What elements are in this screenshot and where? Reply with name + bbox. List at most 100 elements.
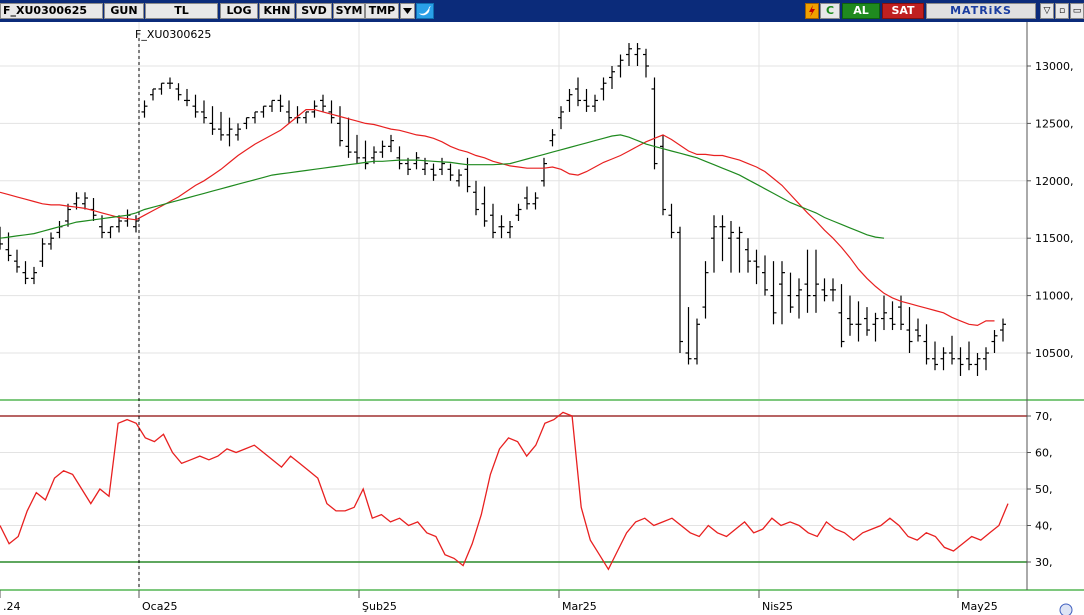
price-bar [337,106,343,147]
price-bar [413,152,420,170]
x-tick-label: May25 [961,600,998,613]
price-bar [82,192,88,210]
price-bar [473,180,479,216]
price-bar [796,278,802,319]
y-tick-label: 10500, [1035,347,1074,360]
price-bar [634,43,641,66]
price-bar [0,226,3,250]
svd-button[interactable]: SVD [296,3,332,19]
price-bar [872,312,879,342]
chart-area[interactable]: F_XU0300625 13000, 12500, 12000, 11500, 11000… [0,22,1084,615]
price-bar [745,238,751,273]
price-bar [235,123,241,141]
maximize-icon[interactable]: ▭ [1070,3,1084,19]
price-bar [753,249,760,285]
price-bar [966,341,972,371]
buy-button[interactable]: AL [842,3,880,19]
price-bar [940,347,947,371]
moving-averages [0,108,995,327]
y-tick-label: 11500, [1035,232,1074,245]
price-bar [651,77,658,170]
x-tick-label: Şub25 [362,600,397,613]
x-tick-label: Oca25 [142,600,177,613]
y-tick-label: 50, [1035,483,1053,496]
price-bar [260,105,267,118]
price-bar [498,215,505,239]
price-bar [668,203,675,239]
sell-button[interactable]: SAT [882,3,924,19]
c-button[interactable]: C [820,3,840,19]
price-bar [345,117,352,158]
minimize-icon[interactable]: ▽ [1040,3,1054,19]
price-bar [685,307,692,365]
oscillator-line [0,411,1009,571]
y-tick-label: 30, [1035,556,1053,569]
price-bar [983,347,989,371]
price-bar [736,226,743,273]
y-tick-label: 60, [1035,447,1053,460]
price-bar [167,77,173,89]
symbol-field[interactable]: F_XU0300625 [0,3,103,19]
price-bar [566,88,573,112]
price-bar [269,99,275,112]
chart-title: F_XU0300625 [135,28,211,41]
price-bar [549,129,556,147]
price-bar [116,215,122,233]
price-bar [643,48,649,78]
y-tick-label: 11000, [1035,290,1074,303]
price-bar [447,163,454,181]
price-bar [456,169,462,187]
price-bar [150,88,156,101]
price-bar [617,54,624,78]
chevron-down-icon[interactable] [400,3,415,19]
price-bar [48,232,54,250]
twitter-icon[interactable] [416,3,434,19]
price-bar [600,77,607,101]
lightning-icon[interactable] [805,3,819,19]
price-bar [906,307,913,353]
price-bar [65,203,71,227]
price-bar [362,140,369,170]
price-bar [328,100,335,124]
tmp-button[interactable]: TMP [365,3,399,19]
price-bar [354,134,360,164]
price-bar [592,94,598,112]
restore-icon[interactable]: ▫ [1055,3,1069,19]
x-tick-label: .24 [3,600,21,613]
price-bar [847,295,853,336]
price-bar [583,88,590,112]
price-bar [481,186,488,227]
price-bar [277,94,284,112]
x-tick-label: Mar25 [562,600,597,613]
price-bar [286,100,292,124]
khn-button[interactable]: KHN [259,3,295,19]
price-bar [915,318,921,342]
price-bar [779,261,785,325]
sym-button[interactable]: SYM [333,3,365,19]
price-bar [830,278,836,302]
price-bar [532,192,539,210]
price-bar [158,82,165,95]
price-bar [14,249,20,273]
currency-button[interactable]: TL [145,3,218,19]
price-bar [252,111,258,124]
price-bar [320,94,326,112]
period-button[interactable]: GUN [104,3,144,19]
oscillator-series [0,411,1027,571]
price-bar [430,163,437,181]
price-bar [881,295,887,331]
y-tick-label: 40, [1035,520,1053,533]
price-bar [694,318,700,365]
price-bar [490,203,496,239]
price-bar [626,43,632,66]
price-bar [558,106,564,130]
price-bar [184,88,190,107]
price-bar [949,335,955,365]
price-bar [201,100,207,124]
price-bar [855,301,862,342]
price-bar [22,261,29,285]
price-bar [864,307,870,336]
price-bar [575,77,581,107]
price-bar [439,157,445,176]
log-button[interactable]: LOG [220,3,258,19]
